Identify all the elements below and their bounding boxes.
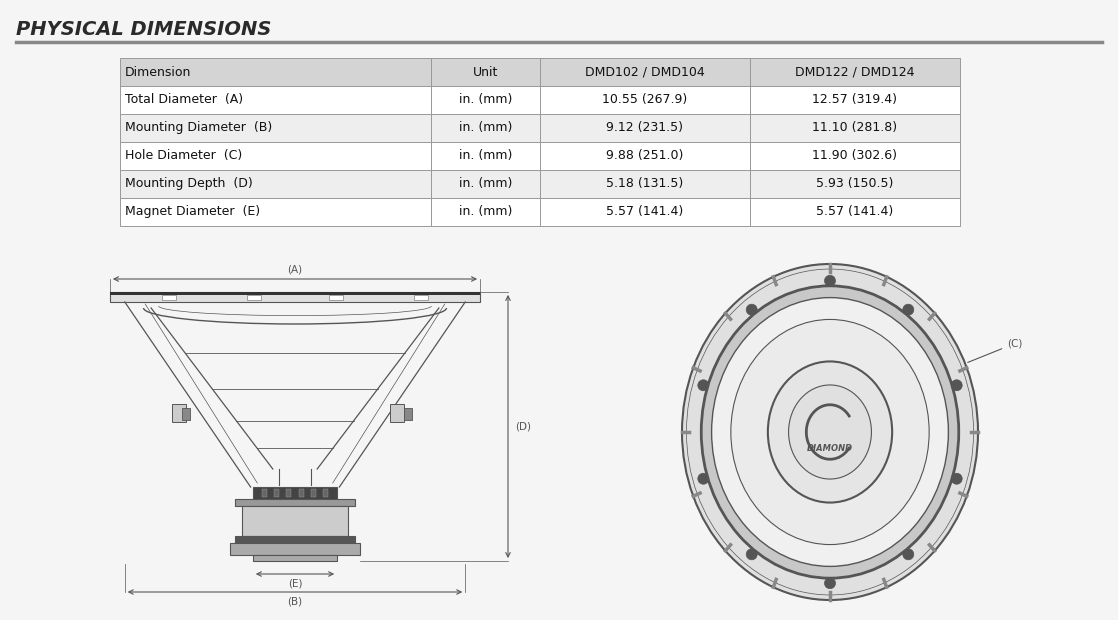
Bar (430, 86, 540, 114)
Ellipse shape (788, 385, 871, 479)
Bar (540, 198, 750, 226)
Bar (120, 114, 430, 142)
Bar (120, 142, 430, 170)
Bar (404, 408, 411, 420)
Text: in. (mm): in. (mm) (458, 149, 512, 162)
Text: DMD122 / DMD124: DMD122 / DMD124 (795, 66, 915, 79)
Bar (750, 86, 960, 114)
Text: Hole Diameter  (C): Hole Diameter (C) (125, 149, 243, 162)
Bar (430, 198, 540, 226)
Text: DMD102 / DMD104: DMD102 / DMD104 (585, 66, 704, 79)
Bar (274, 489, 280, 497)
Circle shape (698, 380, 709, 391)
Bar (540, 114, 750, 142)
Ellipse shape (711, 298, 948, 567)
Text: Dimension: Dimension (125, 66, 191, 79)
Bar (247, 295, 262, 300)
Bar (750, 170, 960, 198)
Text: Mounting Diameter  (B): Mounting Diameter (B) (125, 122, 273, 135)
Circle shape (746, 304, 757, 315)
Bar (430, 58, 540, 86)
Text: in. (mm): in. (mm) (458, 122, 512, 135)
Bar (750, 198, 960, 226)
Ellipse shape (768, 361, 892, 503)
Bar (540, 170, 750, 198)
Bar (182, 408, 190, 420)
Text: (E): (E) (287, 579, 302, 589)
Text: (B): (B) (287, 597, 303, 607)
Text: PHYSICAL DIMENSIONS: PHYSICAL DIMENSIONS (16, 20, 272, 39)
Bar (430, 170, 540, 198)
Text: 5.57 (141.4): 5.57 (141.4) (606, 205, 683, 218)
Text: 10.55 (267.9): 10.55 (267.9) (603, 94, 688, 107)
Bar (414, 295, 428, 300)
Bar (120, 198, 430, 226)
Circle shape (951, 380, 963, 391)
Bar (540, 142, 750, 170)
Text: 9.12 (231.5): 9.12 (231.5) (606, 122, 683, 135)
Bar (253, 555, 338, 561)
Text: (C): (C) (968, 339, 1023, 363)
Text: Magnet Diameter  (E): Magnet Diameter (E) (125, 205, 260, 218)
Bar (390, 404, 404, 422)
Bar (540, 86, 750, 114)
Text: in. (mm): in. (mm) (458, 205, 512, 218)
Text: 12.57 (319.4): 12.57 (319.4) (813, 94, 898, 107)
Bar (540, 58, 750, 86)
Bar (230, 543, 360, 555)
Bar (120, 170, 430, 198)
Text: Total Diameter  (A): Total Diameter (A) (125, 94, 243, 107)
Bar (120, 58, 430, 86)
Bar (172, 404, 187, 422)
Circle shape (903, 549, 913, 560)
Circle shape (746, 549, 757, 560)
Circle shape (903, 304, 913, 315)
Text: in. (mm): in. (mm) (458, 94, 512, 107)
Text: 5.93 (150.5): 5.93 (150.5) (816, 177, 893, 190)
Circle shape (824, 578, 835, 589)
Bar (110, 292, 480, 302)
Bar (430, 114, 540, 142)
Bar (235, 499, 354, 506)
Bar (750, 142, 960, 170)
Bar (299, 489, 304, 497)
Text: 5.18 (131.5): 5.18 (131.5) (606, 177, 683, 190)
Circle shape (698, 473, 709, 484)
Text: in. (mm): in. (mm) (458, 177, 512, 190)
Bar (750, 58, 960, 86)
Bar (235, 536, 354, 543)
Text: Mounting Depth  (D): Mounting Depth (D) (125, 177, 253, 190)
Text: 11.90 (302.6): 11.90 (302.6) (813, 149, 898, 162)
Text: 11.10 (281.8): 11.10 (281.8) (813, 122, 898, 135)
Text: · · · · ·: · · · · · (819, 456, 840, 462)
Ellipse shape (701, 286, 959, 578)
Text: 9.88 (251.0): 9.88 (251.0) (606, 149, 684, 162)
Circle shape (824, 275, 835, 286)
Bar (750, 114, 960, 142)
Bar (162, 295, 177, 300)
Bar (329, 295, 343, 300)
Bar (110, 292, 480, 295)
Ellipse shape (682, 264, 978, 600)
Circle shape (951, 473, 963, 484)
Bar (430, 142, 540, 170)
Text: DIAMOND: DIAMOND (807, 445, 853, 453)
Bar (120, 86, 430, 114)
Bar (262, 489, 267, 497)
Bar (253, 487, 338, 499)
Text: Unit: Unit (473, 66, 499, 79)
Bar (286, 489, 292, 497)
Bar (311, 489, 315, 497)
Text: (D): (D) (515, 422, 531, 432)
Bar (241, 506, 349, 536)
Bar (323, 489, 328, 497)
Text: 5.57 (141.4): 5.57 (141.4) (816, 205, 893, 218)
Ellipse shape (731, 319, 929, 544)
Text: (A): (A) (287, 265, 303, 275)
